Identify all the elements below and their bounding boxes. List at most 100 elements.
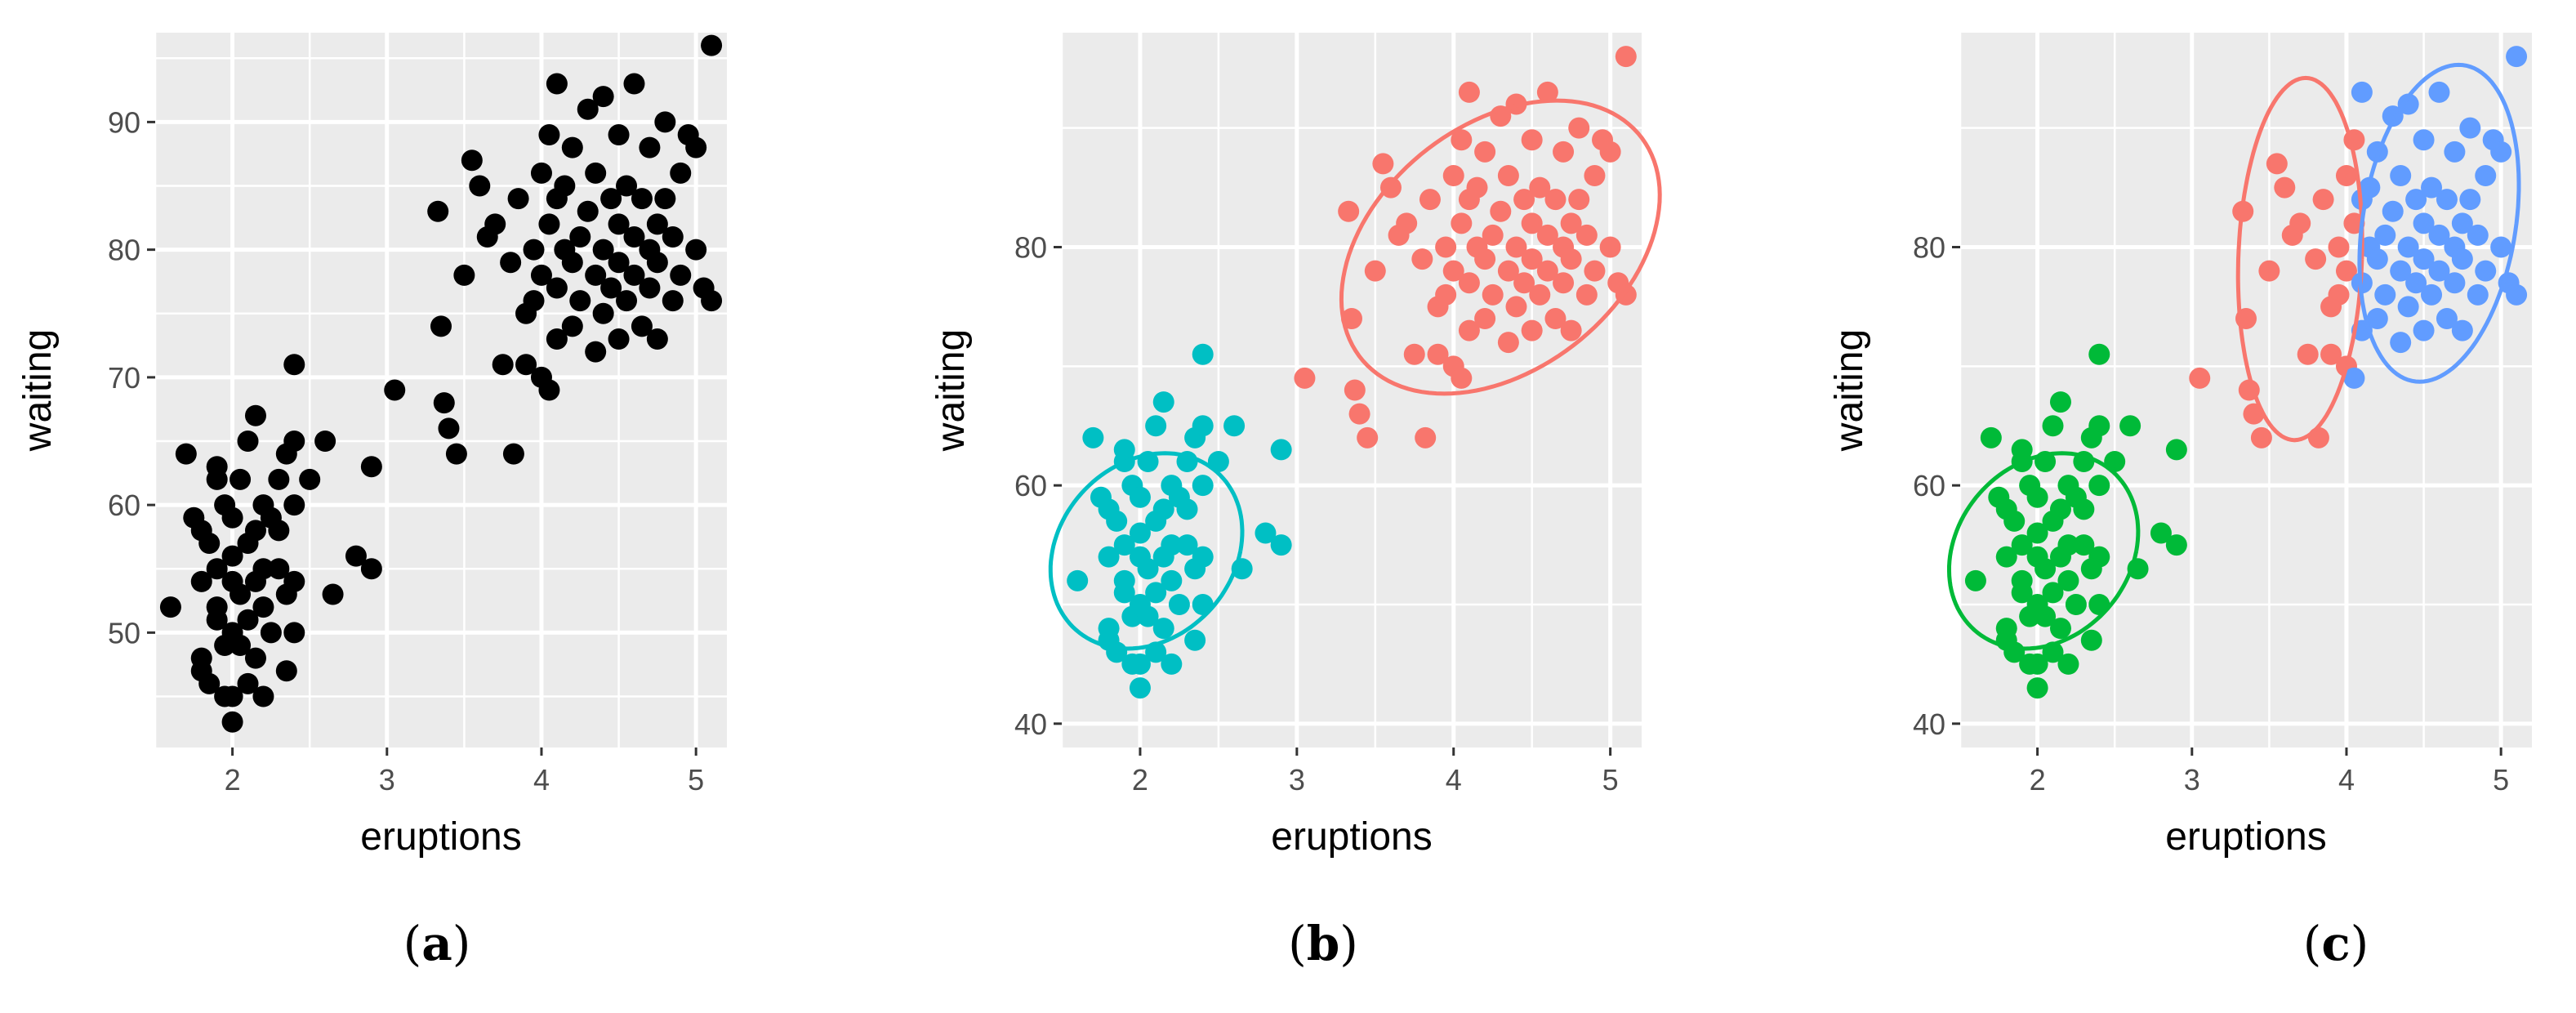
chart-1-series-1-point bbox=[1553, 272, 1575, 294]
chart-0-x-tick-label: 5 bbox=[688, 763, 704, 797]
chart-1-series-1-point bbox=[1568, 117, 1590, 139]
chart-0-series-0-point bbox=[608, 213, 630, 235]
chart-0-series-0-point bbox=[492, 354, 514, 376]
chart-2-series-0-point bbox=[2057, 569, 2079, 591]
chart-0-series-0-point bbox=[646, 328, 668, 350]
chart-1-series-1-point bbox=[1474, 141, 1496, 163]
chart-1-series-1-point bbox=[1599, 141, 1621, 163]
chart-1-series-1-point bbox=[1474, 308, 1496, 329]
chart-1-series-0-point bbox=[1168, 594, 1190, 615]
chart-1-series-1-point bbox=[1521, 248, 1543, 270]
chart-2-x-tick-label: 5 bbox=[2493, 763, 2509, 797]
chart-2-panel-caption: (c) bbox=[2303, 916, 2369, 971]
chart-2-series-0-point bbox=[2003, 510, 2026, 532]
chart-0-series-0-point bbox=[538, 124, 560, 145]
chart-2-series-1-point bbox=[2289, 212, 2311, 234]
chart-0-series-0-point bbox=[631, 188, 653, 210]
chart-1-series-1-point bbox=[1490, 200, 1512, 222]
chart-2-series-2-point bbox=[2374, 224, 2396, 246]
chart-2-y-tick-label: 40 bbox=[1913, 707, 1945, 741]
chart-0-series-0-point bbox=[244, 520, 266, 542]
chart-2-series-1-point bbox=[2335, 165, 2357, 186]
chart-0-series-0-point bbox=[252, 596, 274, 618]
chart-2-series-1-point bbox=[2335, 260, 2357, 282]
chart-0-series-0-point bbox=[662, 290, 684, 312]
chart-1-series-1-ellipse bbox=[1339, 98, 1662, 396]
chart-0-series-0-point bbox=[283, 431, 305, 452]
chart-1-series-1-point bbox=[1521, 319, 1543, 341]
chart-1-series-0-point bbox=[1161, 569, 1183, 591]
chart-2-series-1-point bbox=[2274, 176, 2296, 199]
chart-0-series-0-point bbox=[623, 264, 645, 286]
chart-0-series-0-point bbox=[701, 290, 723, 312]
chart-0-series-0-point bbox=[600, 188, 622, 210]
chart-1-series-0-point bbox=[1255, 522, 1277, 544]
chart-2-series-0-point bbox=[2150, 522, 2172, 544]
chart-1-series-0-point bbox=[1113, 569, 1135, 591]
chart-1-series-1-point bbox=[1505, 236, 1527, 258]
chart-2-x-tick-label: 4 bbox=[2338, 763, 2355, 797]
chart-0-series-0-point bbox=[561, 136, 583, 158]
chart-2-series-2-point bbox=[2451, 319, 2473, 341]
chart-1-series-0-point bbox=[1113, 534, 1135, 556]
chart-0-series-0-point bbox=[230, 468, 252, 490]
chart-0-series-0-point bbox=[206, 596, 228, 618]
chart-1-series-0-point bbox=[1192, 415, 1214, 437]
chart-0-series-0-point bbox=[546, 328, 568, 350]
chart-0-series-0-point bbox=[592, 302, 614, 324]
chart-2-series-2-point bbox=[2444, 272, 2466, 294]
chart-2-series-1-point bbox=[2189, 367, 2211, 389]
chart-0-series-0-point bbox=[268, 558, 290, 580]
chart-0-series-0-point bbox=[244, 404, 266, 426]
chart-0-series-0-point bbox=[221, 711, 243, 733]
chart-2-series-0-point bbox=[2026, 677, 2048, 699]
chart-1-series-1-point bbox=[1536, 81, 1558, 103]
chart-0-series-0-point bbox=[159, 596, 181, 618]
chart-0-y-tick-label: 80 bbox=[108, 234, 140, 267]
chart-1-series-0-point bbox=[1152, 391, 1174, 413]
chart-1-series-1-point bbox=[1435, 283, 1457, 306]
chart-2-series-2-point bbox=[2436, 189, 2458, 211]
chart-0-series-0-point bbox=[268, 520, 290, 542]
chart-2-series-2-point bbox=[2490, 236, 2512, 258]
chart-2-series-0-point bbox=[2057, 653, 2079, 675]
chart-1-series-0-point bbox=[1192, 475, 1214, 497]
chart-2-series-2-point bbox=[2413, 129, 2435, 151]
chart-1-series-0-point bbox=[1270, 439, 1292, 461]
chart-1-series-1-point bbox=[1521, 212, 1543, 234]
chart-0-series-0-point bbox=[206, 558, 228, 580]
chart-0-series-0-point bbox=[237, 609, 259, 631]
chart-1-series-1-point bbox=[1419, 189, 1441, 211]
chart-2-series-0-point bbox=[2011, 439, 2033, 461]
chart-1-series-1-point bbox=[1482, 224, 1504, 246]
chart-0-series-0-point bbox=[685, 239, 707, 261]
chart-1-series-0-point bbox=[1129, 677, 1151, 699]
chart-1-series-1-point bbox=[1442, 260, 1464, 282]
chart-2-series-0-point bbox=[2042, 582, 2064, 604]
chart-1-series-0-point bbox=[1184, 629, 1206, 651]
chart-1-y-tick-label: 40 bbox=[1014, 707, 1047, 741]
chart-2-series-0-ellipse bbox=[1947, 451, 2141, 651]
chart-0-series-0-point bbox=[453, 264, 475, 286]
chart-1-series-1-point bbox=[1536, 224, 1558, 246]
chart-0-series-0-point bbox=[577, 200, 599, 222]
chart-2-series-0-point bbox=[2073, 498, 2095, 520]
chart-2-series-0-point bbox=[1995, 618, 2017, 640]
chart-0-series-0-point bbox=[283, 354, 305, 376]
chart-0-series-0-point bbox=[569, 290, 591, 312]
chart-1-series-0-point bbox=[1192, 343, 1214, 365]
chart-0-panel-caption: (a) bbox=[403, 916, 471, 971]
chart-1-panel-caption: (b) bbox=[1288, 916, 1358, 971]
chart-2-series-0-point bbox=[2088, 415, 2110, 437]
chart-1-series-0-ellipse bbox=[1048, 451, 1245, 651]
chart-2-series-1-ellipse bbox=[2235, 75, 2364, 443]
chart-2-series-2-point bbox=[2421, 283, 2443, 306]
chart-1-series-1-point bbox=[1529, 283, 1551, 306]
chart-0-series-0-point bbox=[546, 73, 568, 95]
chart-2-series-0-point bbox=[2057, 534, 2079, 556]
chart-1-series-0-point bbox=[1145, 582, 1167, 604]
chart-0-series-0-point bbox=[646, 252, 668, 274]
chart-1-series-1-point bbox=[1372, 153, 1394, 175]
chart-0-series-0-point bbox=[685, 136, 707, 158]
chart-1-y-axis-title: waiting bbox=[929, 329, 973, 452]
